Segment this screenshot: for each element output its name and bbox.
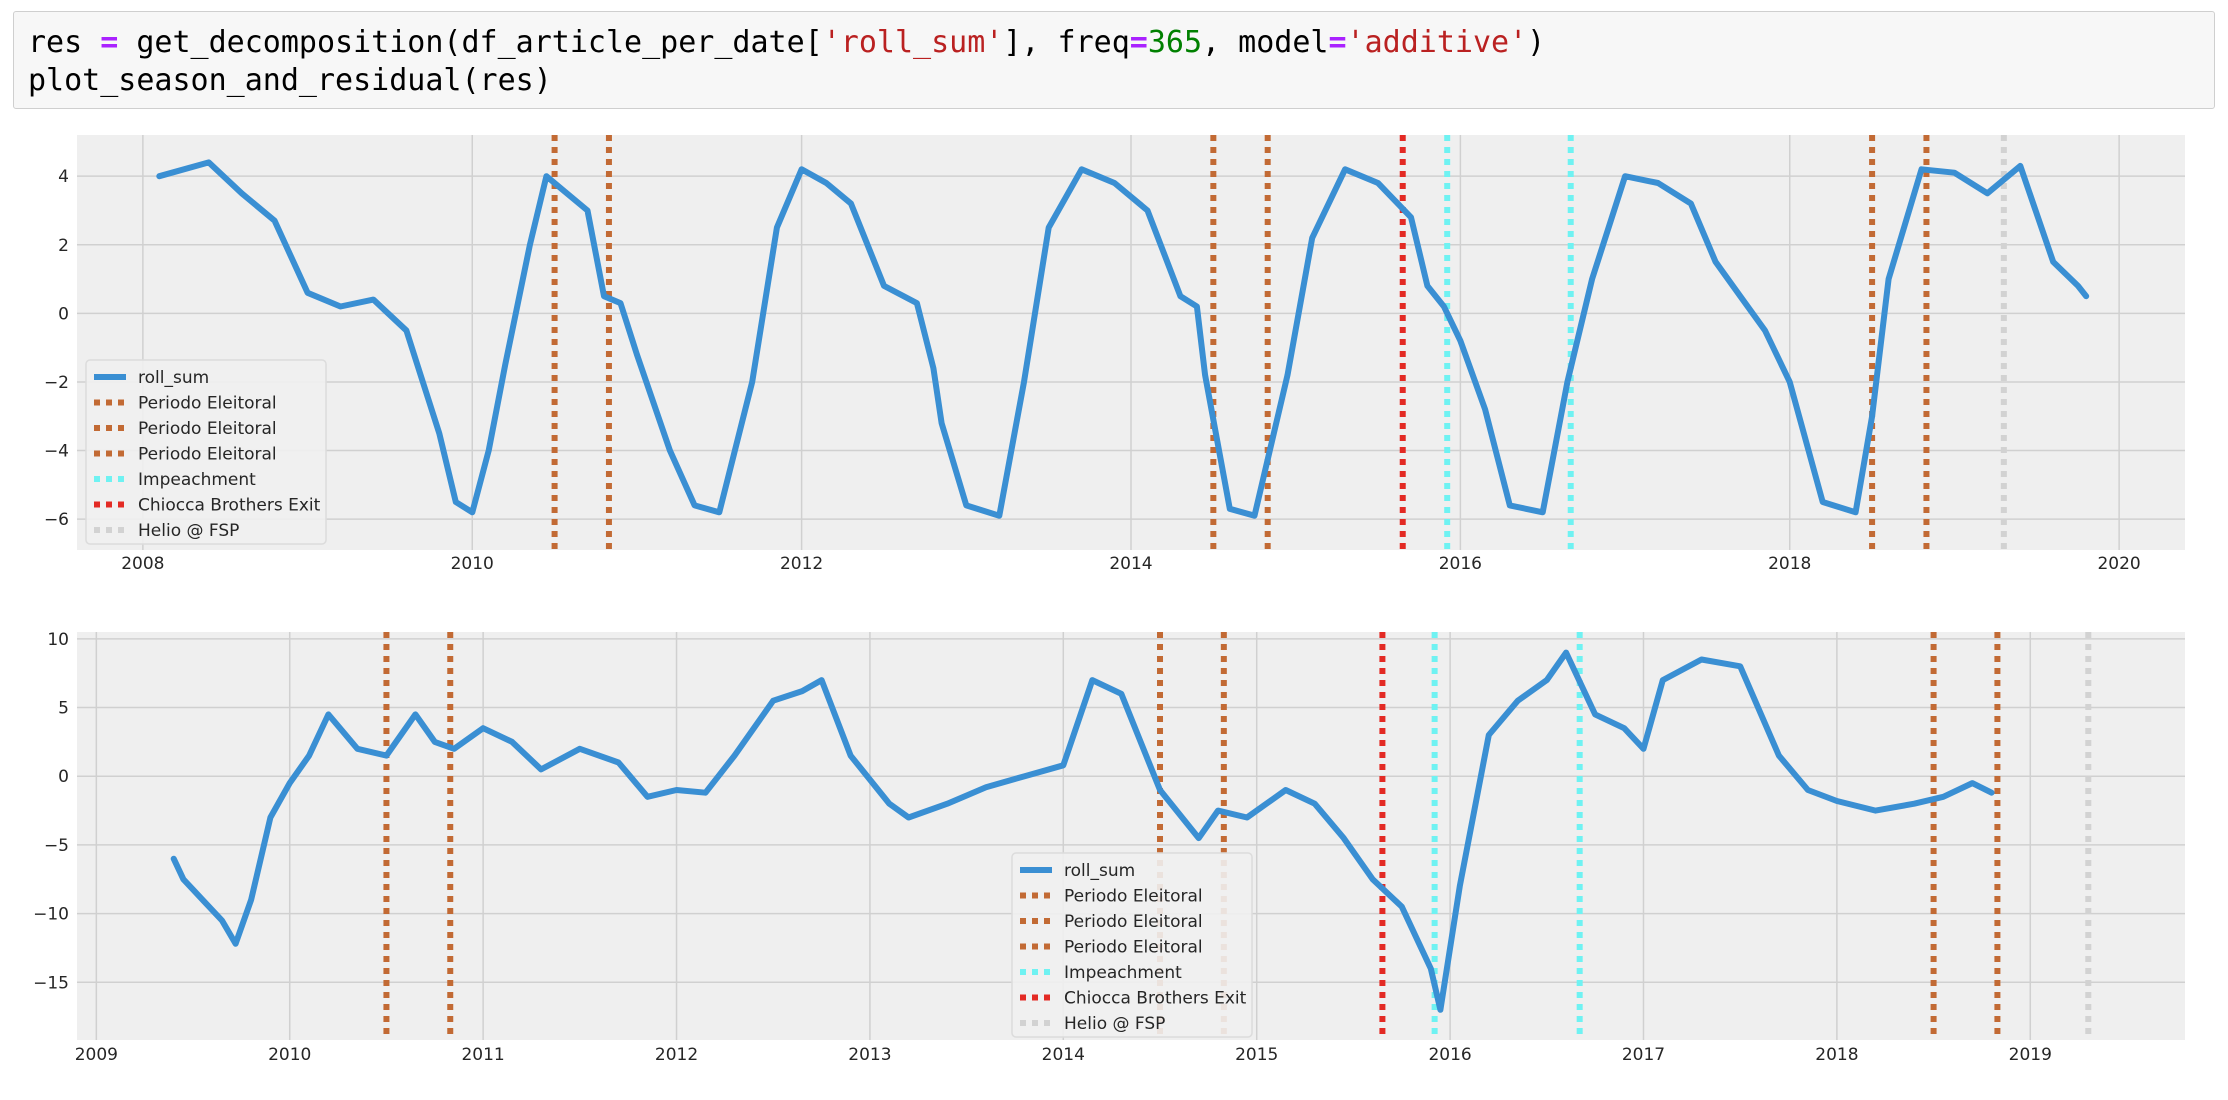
y-tick-label: 0 [58,767,69,787]
series-line [170,649,1995,1013]
x-tick-label: 2014 [1109,554,1152,574]
legend-label: roll_sum [138,368,209,388]
code-token: 'additive' [1346,25,1528,60]
x-tick-label: 2016 [1428,1045,1471,1065]
x-tick-label: 2017 [1622,1045,1665,1065]
legend-label: Helio @ FSP [138,521,239,541]
code-token: 365 [1147,25,1203,60]
residual-chart: 2009 2010 2011 2012 2013 2014 2015 2016 2017 2018… [33,630,2185,1065]
x-tick-label: 2012 [780,554,823,574]
series-line [156,159,2090,519]
code-cell-input[interactable]: res = get_decomposition(df_article_per_d… [13,11,2215,109]
legend-box [1011,852,1253,1038]
x-tick-label: 2013 [848,1045,891,1065]
code-token: = [100,25,119,60]
x-tick-label: 2011 [461,1045,504,1065]
x-tick-label: 2010 [451,554,494,574]
code-token: res [28,25,101,60]
legend-label: Impeachment [138,470,256,490]
y-tick-label: −2 [44,373,69,393]
y-tick-label: 0 [58,304,69,324]
code-token: 'roll_sum' [822,25,1004,60]
x-tick-label: 2009 [75,1045,118,1065]
code-token: ], freq [1003,25,1130,60]
y-tick-label: −5 [44,836,69,856]
x-tick-label: 2018 [1768,554,1811,574]
x-tick-label: 2020 [2097,554,2140,574]
x-tick-label: 2016 [1439,554,1482,574]
legend-label: Periodo Eleitoral [138,394,277,414]
y-tick-label: −6 [44,510,69,530]
legend: roll_sum Periodo Eleitoral Periodo Eleitor… [1011,852,1253,1038]
y-tick-label: 10 [47,630,69,650]
code-token: ) [1527,25,1546,60]
legend-label: Periodo Eleitoral [138,445,277,465]
code-token: = [1129,25,1148,60]
legend-label: Helio @ FSP [1064,1014,1165,1034]
legend-label: Chiocca Brothers Exit [138,496,321,516]
y-tick-label: 2 [58,236,69,256]
y-tick-label: −4 [44,442,69,462]
x-tick-label: 2010 [268,1045,311,1065]
x-tick-label: 2018 [1815,1045,1858,1065]
seasonal-chart: 2008 2010 2012 2014 2016 2018 2020 −6 −4 −2 0 2 4 rol… [44,135,2185,574]
legend-label: Impeachment [1064,963,1182,983]
x-tick-label: 2014 [1042,1045,1085,1065]
y-tick-label: 5 [58,699,69,719]
x-tick-label: 2015 [1235,1045,1278,1065]
code-token: , model [1202,25,1329,60]
legend-label: Periodo Eleitoral [138,419,277,439]
legend-label: roll_sum [1064,861,1135,881]
x-tick-label: 2019 [2009,1045,2052,1065]
code-token: = [1328,25,1347,60]
legend-label: Periodo Eleitoral [1064,887,1203,907]
x-tick-label: 2008 [121,554,164,574]
legend-label: Periodo Eleitoral [1064,938,1203,958]
y-tick-label: −15 [33,973,69,993]
y-tick-label: −10 [33,905,69,925]
x-tick-label: 2012 [655,1045,698,1065]
code-line-2: plot_season_and_residual(res) [28,63,552,98]
legend-label: Chiocca Brothers Exit [1064,989,1247,1009]
legend-label: Periodo Eleitoral [1064,912,1203,932]
legend: roll_sum Periodo Eleitoral Periodo Eleitor… [85,359,327,545]
y-tick-label: 4 [58,167,69,187]
legend-box [85,359,327,545]
code-line-1: res = get_decomposition(df_article_per_d… [28,24,2200,62]
code-token: get_decomposition(df_article_per_date[ [118,25,823,60]
